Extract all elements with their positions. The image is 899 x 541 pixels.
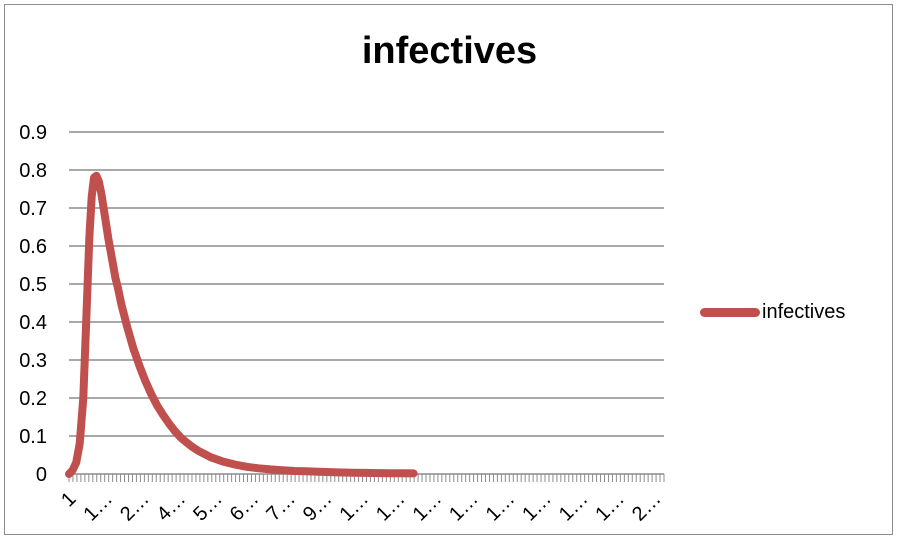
y-tick-label: 0.9 bbox=[19, 122, 47, 144]
x-tick-labels: 11…2…4…5…6…7…9…1…1…1…1…1…1…1…1…2… bbox=[57, 488, 665, 526]
y-axis: 0 0.1 0.2 0.3 0.4 0.5 0.6 0.7 0.8 0.9 bbox=[19, 122, 47, 486]
x-tick-label: 1… bbox=[372, 488, 410, 526]
y-tick-label: 0.6 bbox=[19, 236, 47, 258]
y-tick-label: 0.5 bbox=[19, 274, 47, 296]
series-layer bbox=[65, 171, 418, 478]
x-tick-label: 1… bbox=[445, 488, 483, 526]
x-tick-label: 2… bbox=[116, 488, 154, 526]
y-tick-label: 0.8 bbox=[19, 160, 47, 182]
legend: infectives bbox=[700, 300, 845, 324]
x-tick-label: 9… bbox=[299, 488, 337, 526]
x-tick-label: 6… bbox=[226, 488, 264, 526]
x-tick-label: 1… bbox=[335, 488, 373, 526]
chart-frame bbox=[4, 4, 893, 535]
y-tick-label: 0.4 bbox=[19, 312, 47, 334]
series-line-infectives bbox=[65, 171, 418, 478]
x-tick-label: 1… bbox=[482, 488, 520, 526]
x-tick-label: 1… bbox=[518, 488, 556, 526]
y-tick-label: 0 bbox=[36, 464, 47, 486]
x-tick-label: 1… bbox=[80, 488, 118, 526]
x-tick-label: 5… bbox=[189, 488, 227, 526]
legend-label-infectives: infectives bbox=[762, 300, 846, 323]
x-tick-label: 1… bbox=[409, 488, 447, 526]
y-tick-label: 0.1 bbox=[19, 426, 47, 448]
y-tick-label: 0.2 bbox=[19, 388, 47, 410]
gridlines bbox=[69, 131, 664, 437]
x-tick-label: 1 bbox=[57, 488, 80, 511]
x-tick-label: 7… bbox=[262, 488, 300, 526]
x-tick-label: 1… bbox=[555, 488, 593, 526]
y-tick-label: 0.3 bbox=[19, 350, 47, 372]
x-tick-label: 4… bbox=[153, 488, 191, 526]
y-tick-label: 0.7 bbox=[19, 198, 47, 220]
x-tick-label: 1… bbox=[591, 488, 629, 526]
x-tick-label: 2… bbox=[628, 488, 666, 526]
chart-title: infectives bbox=[361, 30, 538, 72]
legend-swatch-infectives bbox=[700, 307, 760, 317]
